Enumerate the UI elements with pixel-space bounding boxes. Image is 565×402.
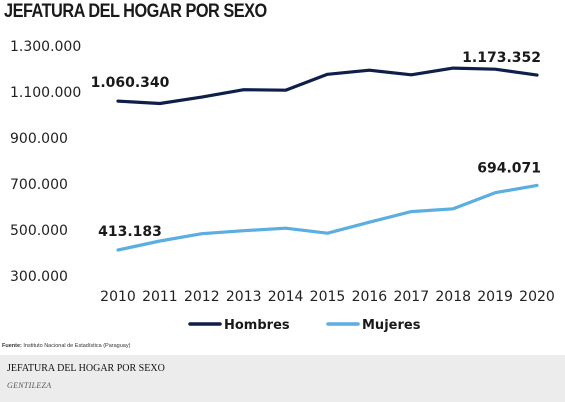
source-label: Fuente: bbox=[2, 343, 22, 349]
caption-title: JEFATURA DEL HOGAR POR SEXO bbox=[7, 363, 165, 374]
series-line-hombres bbox=[116, 66, 539, 106]
x-tick-label: 2020 bbox=[519, 289, 555, 305]
data-label: 1.173.352 bbox=[462, 50, 541, 66]
y-tick-label: 1.300.000 bbox=[10, 39, 81, 55]
image-caption: JEFATURA DEL HOGAR POR SEXO GENTILEZA bbox=[0, 355, 565, 402]
x-tick-label: 2011 bbox=[142, 289, 178, 305]
y-tick-label: 500.000 bbox=[10, 223, 68, 239]
x-tick-label: 2014 bbox=[268, 289, 304, 305]
x-tick-label: 2016 bbox=[352, 289, 388, 305]
chart-title: JEFATURA DEL HOGAR POR SEXO bbox=[4, 1, 267, 22]
legend-label: Mujeres bbox=[362, 318, 421, 333]
x-tick-label: 2013 bbox=[226, 289, 262, 305]
source-note: Fuente: Instituto Nacional de Estadístic… bbox=[2, 343, 130, 349]
caption-credit: GENTILEZA bbox=[7, 381, 52, 390]
source-text: Instituto Nacional de Estadística (Parag… bbox=[23, 343, 131, 349]
x-tick-label: 2019 bbox=[477, 289, 513, 305]
series-line-mujeres bbox=[116, 183, 539, 252]
x-tick-label: 2018 bbox=[435, 289, 471, 305]
line-chart: 300.000 500.000 700.000 900.000 1.100.000 1.3… bbox=[10, 39, 555, 333]
data-label: 1.060.340 bbox=[91, 75, 170, 91]
x-tick-label: 2010 bbox=[100, 289, 136, 305]
y-tick-label: 700.000 bbox=[10, 177, 68, 193]
y-tick-label: 900.000 bbox=[10, 131, 68, 147]
x-tick-label: 2015 bbox=[310, 289, 346, 305]
y-tick-label: 1.100.000 bbox=[10, 85, 81, 101]
data-label: 694.071 bbox=[477, 160, 541, 176]
x-tick-label: 2012 bbox=[184, 289, 220, 305]
y-tick-label: 300.000 bbox=[10, 269, 68, 285]
data-label: 413.183 bbox=[98, 224, 162, 240]
x-tick-label: 2017 bbox=[393, 289, 429, 305]
chart-figure: JEFATURA DEL HOGAR POR SEXO 300.000 500.0… bbox=[2, 1, 555, 349]
legend-label: Hombres bbox=[224, 318, 290, 333]
